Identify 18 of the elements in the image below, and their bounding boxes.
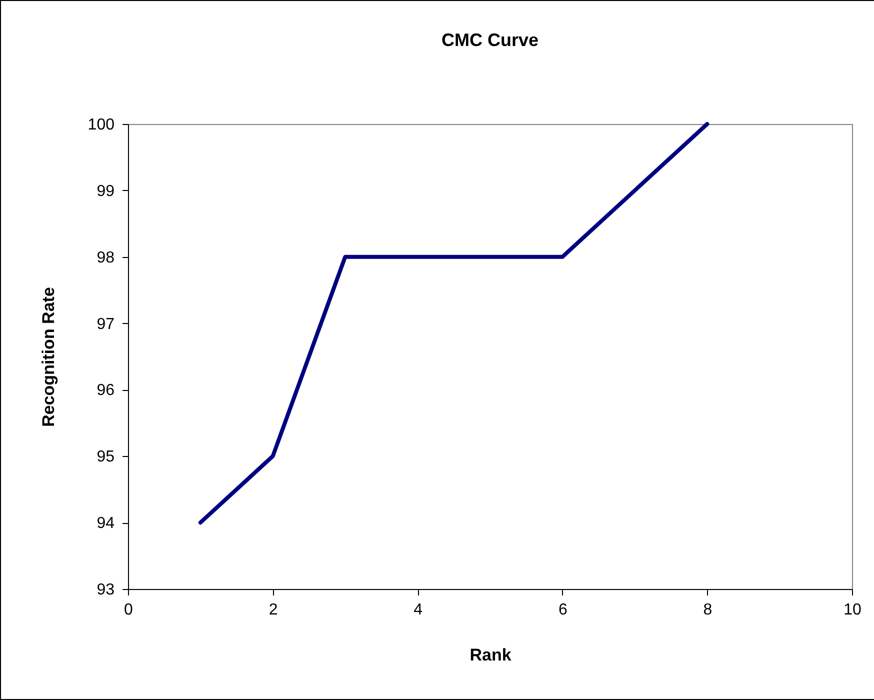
- y-tick-label: 93: [96, 582, 115, 598]
- x-tick-label: 4: [414, 602, 423, 618]
- x-axis-title: Rank: [470, 646, 512, 664]
- x-tick-label: 6: [558, 602, 568, 618]
- y-tick-label: 99: [96, 182, 115, 200]
- x-tick-label: 10: [844, 602, 862, 618]
- y-tick-label: 96: [96, 382, 115, 400]
- x-tick-label: 0: [124, 602, 134, 618]
- line-series: [198, 122, 710, 525]
- y-tick-label: 97: [96, 316, 115, 333]
- x-tick-label: 8: [703, 602, 712, 618]
- chart-title: CMC Curve: [441, 30, 539, 50]
- y-tick-label: 98: [96, 249, 115, 266]
- y-tick-label: 95: [96, 448, 115, 466]
- x-tick-label: 2: [268, 602, 278, 618]
- y-tick-label: 100: [88, 116, 115, 134]
- y-tick-label: 94: [96, 515, 115, 532]
- y-axis-title: Recognition Rate: [38, 287, 58, 427]
